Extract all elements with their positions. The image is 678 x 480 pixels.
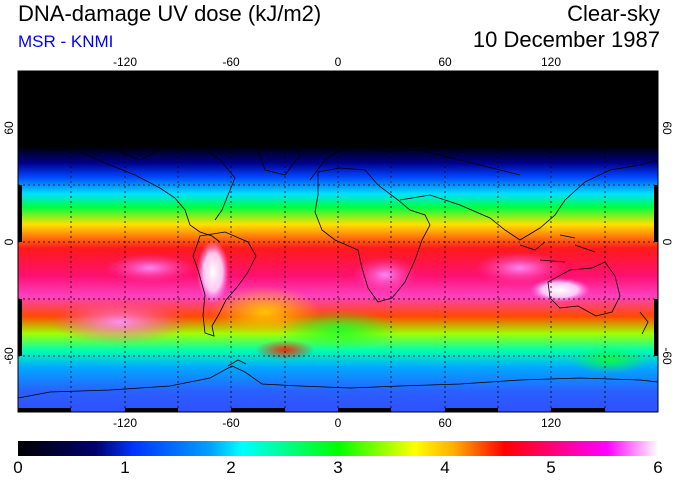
lat-tick-right: 0 <box>660 239 674 246</box>
lon-tick-top: 0 <box>335 55 342 69</box>
lon-tick-top: 120 <box>541 55 561 69</box>
lat-tick-left: -60 <box>2 347 16 365</box>
lat-tick-right: 60 <box>660 121 674 135</box>
colorbar-label: 3 <box>333 458 343 477</box>
australia-coast <box>547 261 621 317</box>
colorbar-label: 6 <box>653 458 663 477</box>
colorbar-label: 4 <box>440 458 450 477</box>
lon-tick-bottom: 0 <box>335 416 342 430</box>
lon-tick-bottom: -120 <box>113 416 137 430</box>
lon-tick-bottom: -60 <box>222 416 240 430</box>
south-america-coast <box>192 231 257 337</box>
colorbar-label: 2 <box>226 458 236 477</box>
colorbar <box>18 441 658 456</box>
graticule <box>18 71 658 412</box>
chart-title: DNA-damage UV dose (kJ/m2) <box>18 1 322 26</box>
lon-tick-bottom: 120 <box>541 416 561 430</box>
lat-tick-left: 60 <box>2 121 16 135</box>
lon-tick-top: -60 <box>222 55 240 69</box>
antarctica-coast <box>18 365 658 399</box>
colorbar-label: 1 <box>120 458 130 477</box>
lat-tick-right: -60 <box>660 347 674 365</box>
coastlines <box>18 137 658 399</box>
colorbar-label: 0 <box>13 458 23 477</box>
map-frame <box>17 70 659 413</box>
africa-coast <box>314 167 431 303</box>
lon-tick-top: 60 <box>438 55 452 69</box>
date-label: 10 December 1987 <box>472 27 660 52</box>
sky-condition-label: Clear-sky <box>567 1 660 26</box>
colorbar-label: 5 <box>546 458 556 477</box>
lon-tick-top: -120 <box>113 55 137 69</box>
source-label: MSR - KNMI <box>18 32 114 51</box>
lon-tick-bottom: 60 <box>438 416 452 430</box>
lat-tick-left: 0 <box>2 238 16 245</box>
